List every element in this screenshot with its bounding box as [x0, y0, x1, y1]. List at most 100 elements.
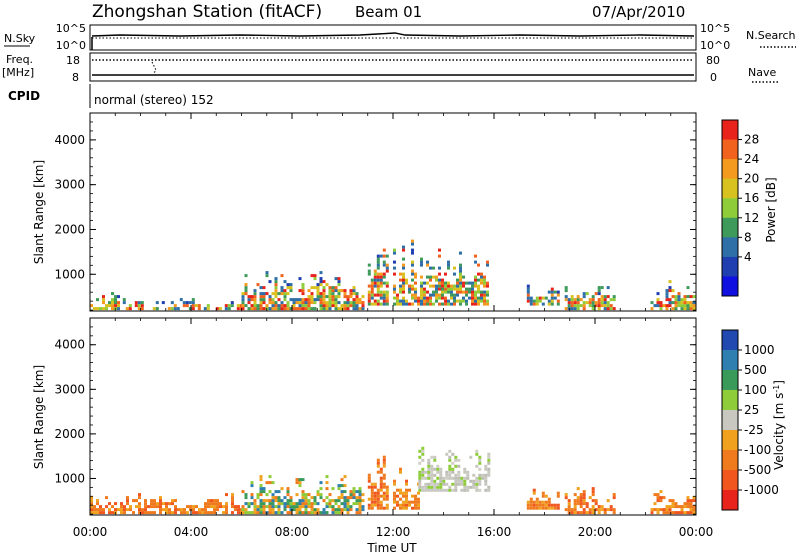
power-colorbar-tick-label: 24 — [744, 152, 759, 166]
velocity-scatter-cell — [671, 499, 675, 503]
velocity-scatter-cell — [274, 499, 278, 503]
power-scatter-cell — [376, 275, 380, 279]
power-scatter-cell — [399, 278, 402, 282]
power-scatter-cell — [331, 289, 335, 293]
power-scatter-cell — [486, 290, 489, 294]
power-scatter-cell — [453, 284, 456, 288]
freq-tick-bottom: 8 — [72, 71, 79, 84]
power-scatter-cell — [286, 304, 290, 308]
power-scatter-cell — [167, 307, 171, 311]
power-scatter-cell — [274, 301, 278, 305]
velocity-scatter-cell — [268, 481, 272, 485]
velocity-scatter-cell — [286, 487, 290, 491]
velocity-scatter-cell — [108, 511, 111, 515]
velocity-scatter-cell — [436, 470, 440, 474]
velocity-scatter-cell — [556, 494, 560, 498]
power-scatter-cell — [393, 287, 396, 291]
power-scatter-cell — [429, 299, 432, 303]
power-scatter-cell — [241, 292, 245, 296]
power-scatter-cell — [585, 292, 589, 296]
power-scatter-cell — [582, 295, 586, 299]
velocity-scatter-cell — [298, 478, 302, 482]
velocity-scatter-cell — [379, 488, 383, 492]
velocity-scatter-cell — [247, 511, 251, 515]
velocity-scatter-cell — [286, 505, 290, 509]
velocity-scatter-cell — [268, 511, 272, 515]
velocity-scatter-cell — [526, 506, 530, 510]
power-scatter-cell — [532, 299, 536, 303]
power-scatter-cell — [286, 307, 290, 311]
velocity-scatter-cell — [532, 506, 536, 510]
power-scatter-cell — [176, 307, 180, 311]
velocity-scatter-cell — [481, 476, 485, 480]
velocity-scatter-cell — [433, 488, 437, 492]
power-scatter-cell — [585, 301, 589, 305]
velocity-scatter-cell — [445, 482, 449, 486]
freq-frame — [89, 52, 697, 82]
power-scatter-cell — [379, 281, 383, 285]
power-scatter-cell — [393, 260, 396, 264]
velocity-scatter-cell — [165, 505, 168, 509]
power-scatter-cell — [277, 304, 281, 308]
velocity-scatter-cell — [436, 464, 440, 468]
power-scatter-cell — [355, 301, 359, 305]
velocity-scatter-cell — [433, 479, 437, 483]
velocity-scatter-cell — [665, 508, 669, 512]
velocity-scatter-cell — [478, 458, 482, 462]
power-scatter-cell — [450, 287, 453, 291]
velocity-scatter-cell — [439, 476, 443, 480]
power-scatter-cell — [346, 304, 350, 308]
power-scatter-cell — [292, 301, 296, 305]
power-scatter-cell — [477, 263, 480, 267]
power-scatter-cell — [444, 281, 447, 285]
velocity-scatter-cell — [418, 482, 422, 486]
velocity-scatter-cell — [680, 505, 684, 509]
velocity-scatter-cell — [370, 506, 374, 510]
power-scatter-cell — [567, 307, 571, 311]
power-scatter-cell — [376, 266, 380, 270]
velocity-scatter-cell — [322, 511, 326, 515]
power-scatter-cell — [471, 293, 474, 297]
velocity-scatter-cell — [231, 499, 234, 503]
power-scatter-cell — [379, 284, 383, 288]
power-scatter-cell — [474, 293, 477, 297]
velocity-scatter-cell — [487, 488, 491, 492]
velocity-scatter-cell — [487, 467, 491, 471]
power-scatter-cell — [328, 289, 332, 293]
power-scatter-cell — [447, 299, 450, 303]
velocity-scatter-cell — [259, 502, 263, 506]
power-scatter-cell — [393, 290, 396, 294]
power-scatter-cell — [405, 278, 408, 282]
velocity-scatter-cell — [210, 505, 213, 509]
power-scatter-cell — [576, 304, 580, 308]
velocity-scatter-cell — [198, 511, 201, 515]
velocity-scatter-cell — [529, 497, 533, 501]
velocity-scatter-cell — [376, 458, 380, 462]
velocity-scatter-cell — [689, 505, 693, 509]
power-scatter-cell — [535, 299, 539, 303]
velocity-scatter-cell — [370, 494, 374, 498]
power-scatter-cell — [483, 293, 486, 297]
velocity-scatter-cell — [606, 508, 610, 512]
velocity-scatter-cell — [463, 467, 467, 471]
velocity-scatter-cell — [541, 494, 545, 498]
velocity-scatter-cell — [301, 496, 305, 500]
power-scatter-cell — [426, 290, 429, 294]
velocity-scatter-cell — [259, 499, 263, 503]
velocity-scatter-cell — [298, 505, 302, 509]
power-scatter-cell — [253, 295, 257, 299]
power-scatter-cell — [382, 290, 386, 294]
power-scatter-cell — [331, 286, 335, 290]
power-scatter-cell — [426, 281, 429, 285]
power-scatter-cell — [319, 304, 323, 308]
velocity-scatter-cell — [591, 499, 595, 503]
velocity-scatter-cell — [427, 485, 431, 489]
velocity-scatter-cell — [591, 511, 595, 515]
power-scatter-cell — [191, 298, 195, 302]
velocity-scatter-cell — [144, 505, 147, 509]
velocity-scatter-cell — [487, 485, 491, 489]
velocity-scatter-cell — [475, 479, 479, 483]
velocity-colorbar-swatch — [722, 390, 738, 411]
power-scatter-cell — [462, 296, 465, 300]
